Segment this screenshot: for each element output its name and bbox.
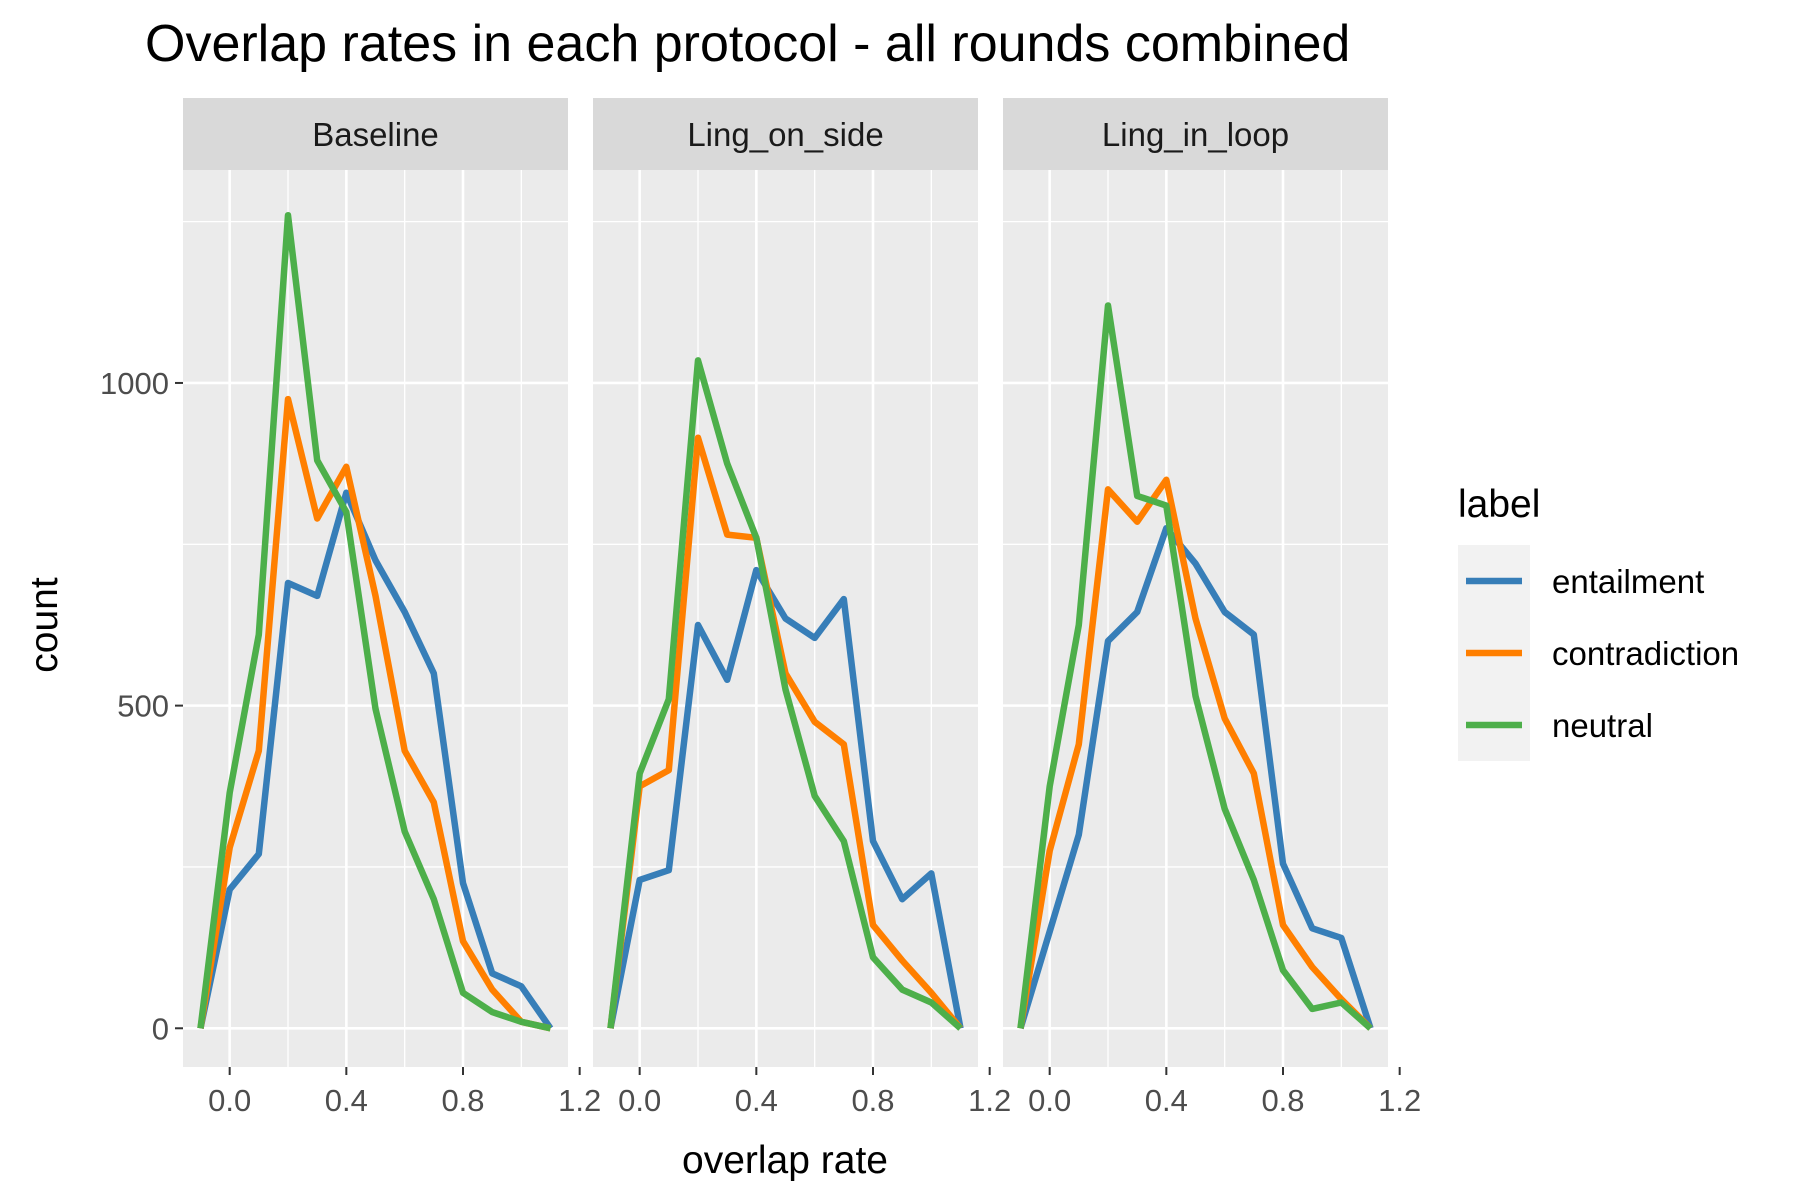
- legend-label-neutral: neutral: [1552, 707, 1653, 744]
- panel-baseline: Baseline 0.0 0.4 0.8 1.2 0 500 1000: [100, 98, 601, 1118]
- facet-strip-label: Ling_in_loop: [1102, 116, 1289, 153]
- legend-item-entailment: entailment: [1466, 563, 1704, 600]
- y-axis-title: count: [23, 577, 66, 673]
- facet-strip: [593, 98, 978, 170]
- chart-title: Overlap rates in each protocol - all rou…: [145, 15, 1350, 73]
- x-tick-label: 0.4: [1145, 1083, 1188, 1118]
- facet-strip: [1003, 98, 1388, 170]
- series-line-entailment: [197, 489, 554, 1031]
- series-line-entailment: [1017, 524, 1374, 1030]
- series-line-contradiction: [1017, 476, 1373, 1031]
- legend-item-neutral: neutral: [1466, 707, 1653, 744]
- y-tick-label: 0: [152, 1011, 169, 1046]
- facet-strip-label: Ling_on_side: [687, 116, 883, 153]
- x-tick-label: 0.4: [325, 1083, 368, 1118]
- x-axis-title: overlap rate: [682, 1139, 888, 1182]
- legend-title: label: [1458, 483, 1540, 526]
- x-tick-label: 0.0: [618, 1083, 661, 1118]
- legend-item-contradiction: contradiction: [1466, 635, 1739, 672]
- facet-strip: [183, 98, 568, 170]
- panel-ling-in-loop: Ling_in_loop 0.0 0.4 0.8 1.2: [1003, 98, 1421, 1118]
- x-tick-label: 1.2: [558, 1083, 601, 1118]
- facet-panels: Baseline 0.0 0.4 0.8 1.2 0 500 1000 Ling_on_side…: [100, 98, 1421, 1118]
- series-line-entailment: [607, 566, 964, 1029]
- x-tick-label: 0.8: [441, 1083, 484, 1118]
- facet-strip-label: Baseline: [312, 116, 439, 153]
- x-tick-label: 1.2: [1378, 1083, 1421, 1118]
- series-line-neutral: [607, 357, 963, 1031]
- legend-items: entailment contradiction neutral: [1466, 563, 1739, 744]
- legend: label entailment contradiction neutral: [1458, 483, 1739, 761]
- series-line-neutral: [1017, 302, 1373, 1031]
- x-tick-label: 0.8: [1261, 1083, 1304, 1118]
- series-line-contradiction: [197, 395, 552, 1032]
- y-tick-label: 500: [117, 689, 169, 724]
- legend-label-entailment: entailment: [1552, 563, 1704, 600]
- y-tick-label: 1000: [100, 366, 169, 401]
- x-tick-label: 0.0: [208, 1083, 251, 1118]
- panel-ling-on-side: Ling_on_side 0.0 0.4 0.8 1.2: [593, 98, 1011, 1118]
- x-tick-label: 0.8: [851, 1083, 894, 1118]
- panel-background: [183, 170, 568, 1067]
- x-tick-label: 0.0: [1028, 1083, 1071, 1118]
- legend-label-contradiction: contradiction: [1552, 635, 1739, 672]
- x-tick-label: 0.4: [735, 1083, 778, 1118]
- series-line-neutral: [197, 211, 552, 1032]
- x-tick-label: 1.2: [968, 1083, 1011, 1118]
